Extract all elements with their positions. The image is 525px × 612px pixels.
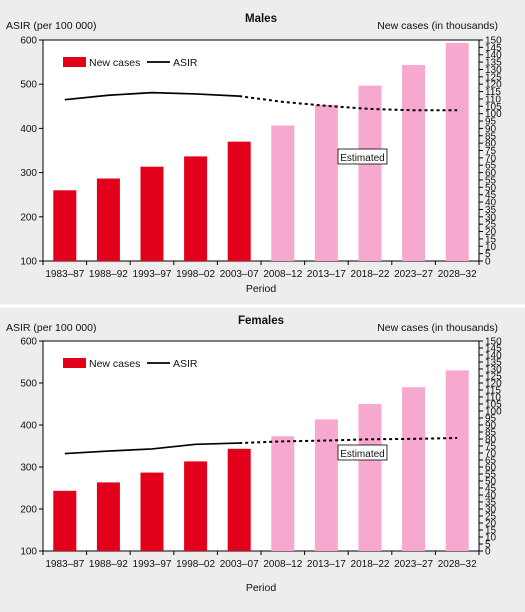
bar-new-cases-0 <box>53 491 76 551</box>
left-tick-label: 400 <box>20 124 37 135</box>
left-tick-label: 100 <box>20 547 37 558</box>
category-label: 2008–12 <box>263 269 302 280</box>
bar-new-cases-2 <box>141 167 164 261</box>
left-axis-label: ASIR (per 100 000) <box>6 322 96 334</box>
bar-new-cases-8 <box>402 387 425 551</box>
right-axis-label: New cases (in thousands) <box>377 20 498 32</box>
estimated-annotation: Estimated <box>340 449 384 460</box>
bar-new-cases-4 <box>228 449 251 551</box>
bar-new-cases-9 <box>446 43 469 261</box>
category-label: 2028–32 <box>438 559 477 570</box>
category-label: 1993–97 <box>133 559 172 570</box>
category-label: 1983–87 <box>45 269 84 280</box>
left-tick-label: 600 <box>20 36 37 47</box>
category-label: 1988–92 <box>89 269 128 280</box>
legend-swatch-new-cases <box>63 358 86 368</box>
left-tick-label: 500 <box>20 379 37 390</box>
x-axis-label: Period <box>246 283 277 295</box>
category-label: 1998–02 <box>176 559 215 570</box>
left-tick-label: 300 <box>20 168 37 179</box>
left-tick-label: 600 <box>20 337 37 348</box>
bar-new-cases-4 <box>228 142 251 261</box>
bar-new-cases-0 <box>53 190 76 261</box>
chart-panel-males: Males ASIR (per 100 000) New cases (in tho… <box>6 13 502 295</box>
legend-swatch-new-cases <box>63 57 86 67</box>
estimated-annotation: Estimated <box>340 153 384 164</box>
legend-label-new-cases: New cases <box>89 57 140 69</box>
category-label: 2008–12 <box>263 559 302 570</box>
bar-new-cases-5 <box>271 436 294 551</box>
left-tick-label: 200 <box>20 212 37 223</box>
chart-title: Males <box>245 13 277 25</box>
category-label: 2018–22 <box>351 269 390 280</box>
left-tick-label: 100 <box>20 257 37 268</box>
bar-new-cases-6 <box>315 419 338 551</box>
bar-new-cases-8 <box>402 65 425 261</box>
category-label: 1983–87 <box>45 559 84 570</box>
bar-new-cases-6 <box>315 105 338 261</box>
bar-new-cases-5 <box>271 125 294 261</box>
bar-new-cases-2 <box>141 473 164 551</box>
left-tick-label: 200 <box>20 505 37 516</box>
category-label: 2013–17 <box>307 269 346 280</box>
category-label: 2028–32 <box>438 269 477 280</box>
bar-new-cases-7 <box>359 404 382 551</box>
bar-new-cases-7 <box>359 86 382 261</box>
bar-new-cases-1 <box>97 178 120 261</box>
bar-new-cases-3 <box>184 156 207 261</box>
category-label: 2003–07 <box>220 269 259 280</box>
left-axis-label: ASIR (per 100 000) <box>6 20 96 32</box>
bar-new-cases-3 <box>184 461 207 551</box>
x-axis-label: Period <box>246 582 277 594</box>
category-label: 2003–07 <box>220 559 259 570</box>
chart-title: Females <box>238 315 284 327</box>
chart-panel-females: Females ASIR (per 100 000) New cases (in t… <box>0 306 525 594</box>
left-tick-label: 400 <box>20 421 37 432</box>
left-tick-label: 300 <box>20 463 37 474</box>
legend-label-asir: ASIR <box>173 57 198 69</box>
bar-new-cases-9 <box>446 370 469 551</box>
right-axis-label: New cases (in thousands) <box>377 322 498 334</box>
legend-label-new-cases: New cases <box>89 358 140 370</box>
category-label: 1993–97 <box>133 269 172 280</box>
category-label: 2023–27 <box>394 559 433 570</box>
legend-label-asir: ASIR <box>173 358 198 370</box>
category-label: 2013–17 <box>307 559 346 570</box>
category-label: 2018–22 <box>351 559 390 570</box>
right-tick-label: 150 <box>485 36 502 47</box>
category-label: 2023–27 <box>394 269 433 280</box>
left-tick-label: 500 <box>20 80 37 91</box>
bar-new-cases-1 <box>97 482 120 551</box>
right-tick-label: 150 <box>485 337 502 348</box>
category-label: 1998–02 <box>176 269 215 280</box>
category-label: 1988–92 <box>89 559 128 570</box>
